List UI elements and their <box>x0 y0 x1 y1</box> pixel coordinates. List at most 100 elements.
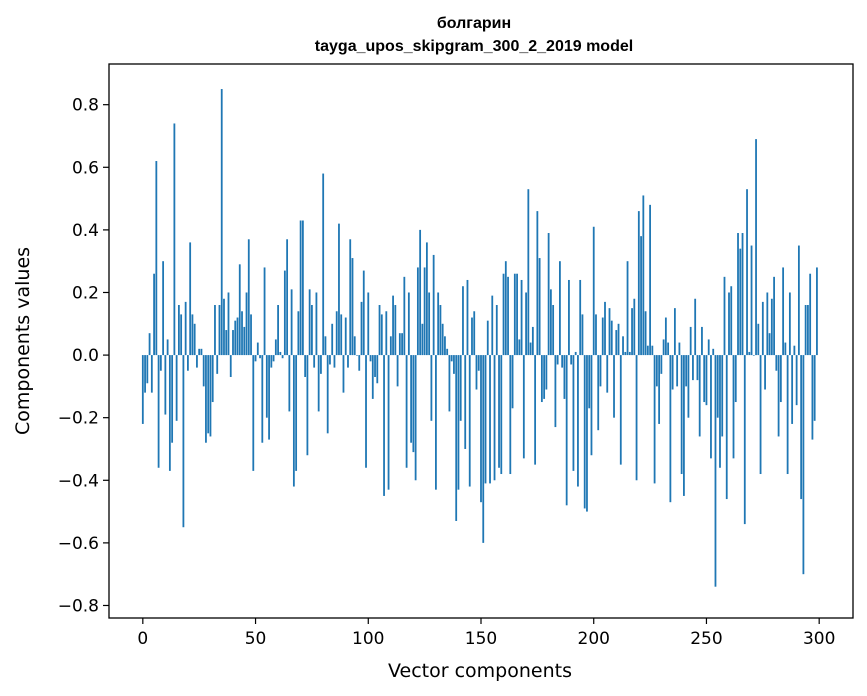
bar <box>723 276 726 356</box>
bar <box>662 339 665 356</box>
bar <box>696 355 699 381</box>
bar <box>223 298 225 356</box>
bar <box>455 355 458 521</box>
bar <box>288 355 291 412</box>
bar <box>755 139 757 356</box>
bar <box>218 305 221 356</box>
bar <box>164 355 167 415</box>
bar <box>311 305 313 356</box>
bar <box>335 311 338 356</box>
bar <box>752 355 755 356</box>
bar <box>574 351 577 356</box>
bar <box>743 355 746 525</box>
bar <box>439 305 442 356</box>
bar <box>563 355 566 399</box>
y-tick-label: 0.2 <box>72 283 99 303</box>
bar <box>441 323 444 356</box>
bar <box>529 342 532 356</box>
bar <box>473 311 476 356</box>
bar <box>683 355 685 496</box>
bar <box>816 267 818 356</box>
bar <box>518 339 521 356</box>
bar <box>748 351 751 356</box>
bar <box>741 233 744 356</box>
bar <box>272 355 275 362</box>
bar <box>353 336 356 356</box>
bar <box>660 355 663 374</box>
bar <box>344 317 347 356</box>
bar <box>401 333 403 356</box>
bar <box>669 355 672 503</box>
bar <box>416 267 419 356</box>
bar <box>457 355 460 490</box>
bar <box>793 345 796 356</box>
bar <box>730 286 733 356</box>
bar <box>590 355 593 456</box>
bar <box>520 279 523 356</box>
bar <box>802 355 805 575</box>
bar <box>800 355 803 500</box>
bar <box>187 355 189 371</box>
bar <box>705 355 708 406</box>
bar <box>225 330 228 356</box>
bar <box>597 355 600 431</box>
bar <box>768 333 771 356</box>
x-axis-ticks: 0 50 100 150 200 250 300 <box>137 618 835 649</box>
bar <box>268 355 270 440</box>
bar <box>687 355 690 418</box>
bar <box>502 273 505 356</box>
bar <box>448 355 451 412</box>
y-axis-label: Components values <box>12 247 34 435</box>
bar <box>313 355 316 368</box>
bar <box>486 320 489 356</box>
bar <box>694 298 697 356</box>
bar <box>430 355 433 421</box>
bar <box>263 267 266 356</box>
bar <box>153 273 155 356</box>
bar <box>177 305 180 356</box>
bar <box>658 355 661 424</box>
bar <box>725 355 728 500</box>
bar <box>193 323 196 356</box>
bar <box>168 355 171 471</box>
bar <box>493 355 496 481</box>
bar <box>809 273 812 356</box>
x-tick-label: 50 <box>245 629 267 649</box>
bar <box>396 355 399 387</box>
bar <box>572 355 575 471</box>
bar <box>349 239 352 356</box>
bar <box>180 314 183 356</box>
bar <box>568 279 570 356</box>
bar <box>610 320 613 356</box>
bar <box>162 261 165 356</box>
bar <box>703 355 706 403</box>
chart-title: болгарин <box>437 15 511 32</box>
bar <box>444 336 446 356</box>
bar <box>322 173 325 356</box>
bar <box>545 355 548 390</box>
bar <box>421 323 424 356</box>
bar <box>150 355 153 393</box>
bar <box>766 292 769 356</box>
bar <box>387 355 390 490</box>
bar <box>509 355 512 475</box>
bar <box>329 355 331 365</box>
bar <box>779 355 782 403</box>
bar <box>728 292 730 356</box>
bar <box>667 342 670 356</box>
bar <box>685 355 688 387</box>
bar <box>374 355 376 377</box>
y-tick-label: −0.4 <box>58 471 99 491</box>
bar <box>737 233 739 356</box>
bar <box>398 333 401 356</box>
bar <box>511 355 514 409</box>
bar <box>671 355 674 390</box>
bar <box>468 355 471 487</box>
bar <box>297 311 300 356</box>
bar <box>247 239 250 356</box>
bar <box>202 355 205 387</box>
bar <box>642 195 645 356</box>
bar <box>536 211 539 356</box>
bar <box>371 355 374 399</box>
